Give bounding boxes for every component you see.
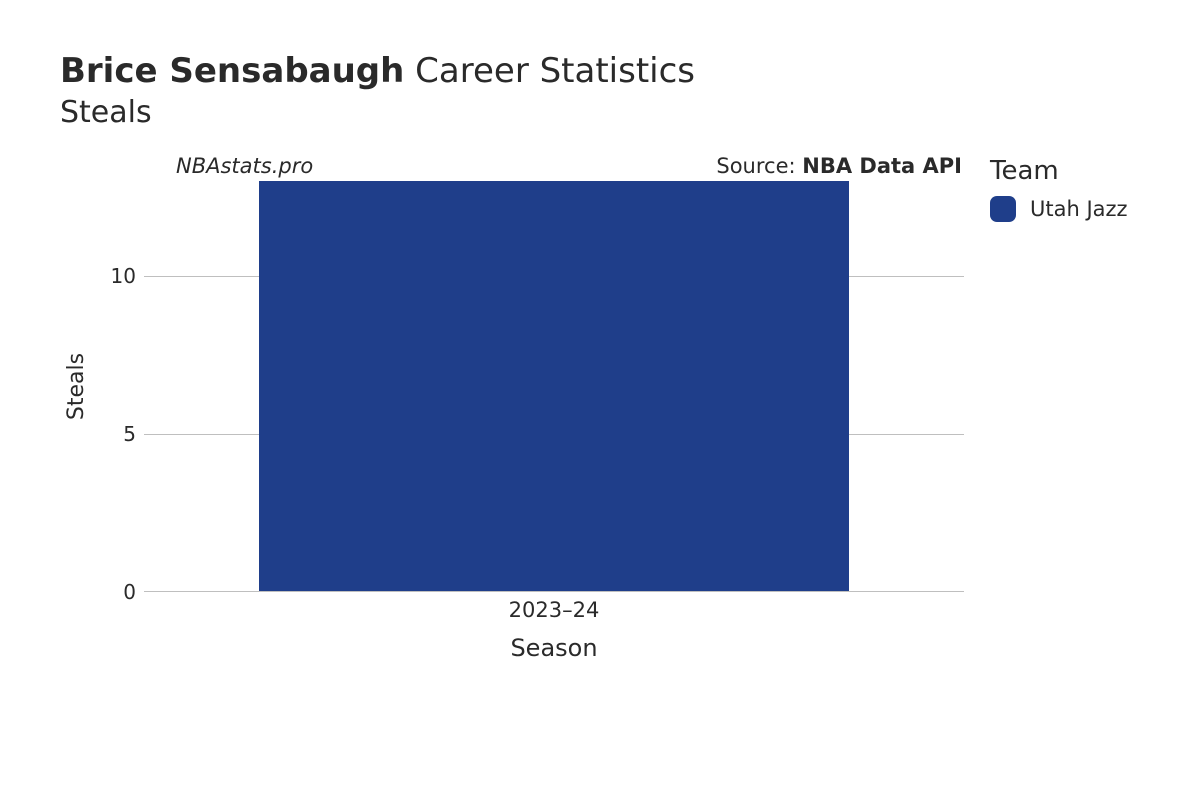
y-tick-label: 5 bbox=[123, 422, 136, 446]
plot-area bbox=[144, 182, 964, 592]
source-name: NBA Data API bbox=[802, 154, 962, 178]
x-axis-title: Season bbox=[144, 628, 964, 672]
title-block: Brice Sensabaugh Career Statistics Steal… bbox=[60, 50, 1180, 130]
legend-swatch bbox=[990, 196, 1016, 222]
y-axis-title-wrap: Steals bbox=[60, 182, 94, 592]
source-credit: Source: NBA Data API bbox=[716, 154, 962, 178]
legend-title: Team bbox=[990, 156, 1128, 186]
y-axis-title: Steals bbox=[65, 353, 90, 420]
site-watermark: NBAstats.pro bbox=[146, 154, 313, 178]
x-tick-label: 2023–24 bbox=[509, 598, 600, 622]
x-axis-ticks: 2023–24 bbox=[144, 592, 964, 628]
page: Brice Sensabaugh Career Statistics Steal… bbox=[0, 0, 1200, 800]
figure-row: NBAstats.pro Source: NBA Data API Steals… bbox=[60, 156, 1180, 672]
bar bbox=[259, 181, 849, 591]
legend-item: Utah Jazz bbox=[990, 196, 1128, 222]
title-suffix: Career Statistics bbox=[415, 51, 695, 91]
y-axis-ticks: 0510 bbox=[94, 182, 144, 592]
legend-items: Utah Jazz bbox=[990, 196, 1128, 222]
title-metric: Steals bbox=[60, 95, 1180, 130]
title-line-1: Brice Sensabaugh Career Statistics bbox=[60, 50, 1180, 93]
y-tick-label: 10 bbox=[111, 264, 136, 288]
title-player-name: Brice Sensabaugh bbox=[60, 51, 404, 91]
legend: Team Utah Jazz bbox=[990, 156, 1128, 222]
annotation-row: NBAstats.pro Source: NBA Data API bbox=[144, 156, 964, 182]
source-label: Source: bbox=[716, 154, 802, 178]
y-tick-label: 0 bbox=[123, 580, 136, 604]
legend-label: Utah Jazz bbox=[1030, 197, 1128, 221]
plot-wrap: NBAstats.pro Source: NBA Data API Steals… bbox=[60, 156, 964, 672]
